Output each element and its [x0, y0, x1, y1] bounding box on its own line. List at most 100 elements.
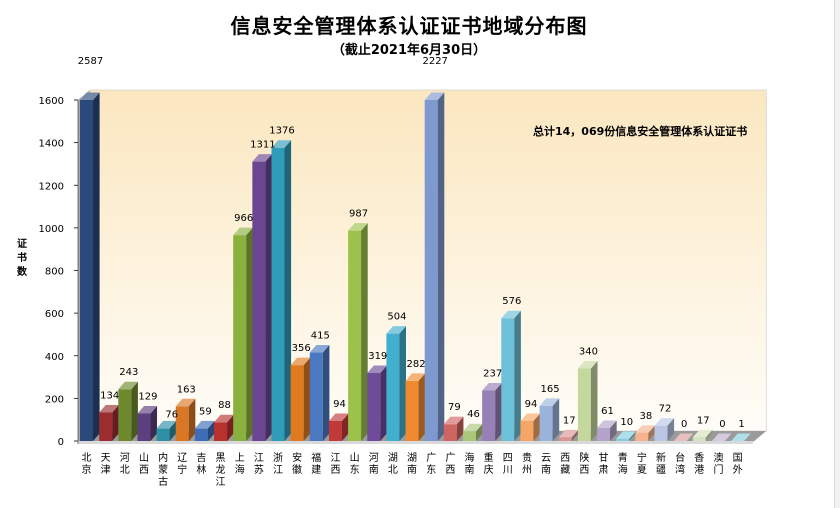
x-label-char: 庆 — [484, 463, 494, 476]
bar-top — [386, 326, 406, 334]
bar-front — [424, 100, 438, 441]
data-label: 17 — [563, 415, 576, 426]
bar-甘肃 — [597, 420, 617, 441]
y-tick-label: 1600 — [39, 96, 64, 107]
bar-top — [558, 429, 579, 438]
x-label-char: 海 — [465, 451, 475, 464]
bar-湖南 — [405, 373, 426, 441]
x-label-char: 京 — [82, 463, 92, 476]
bar-front — [194, 428, 208, 441]
bar-香港 — [692, 429, 713, 441]
bar-front — [271, 147, 285, 442]
data-label: 38 — [639, 411, 652, 422]
bar-广西 — [443, 416, 464, 441]
bar-山西 — [137, 406, 158, 441]
data-label: 415 — [311, 331, 330, 342]
bar-top — [635, 425, 655, 433]
bar-front — [482, 390, 496, 441]
bar-side — [514, 310, 521, 441]
bar-front — [405, 380, 419, 441]
bar-top — [290, 357, 311, 366]
x-label-char: 江 — [330, 452, 340, 464]
x-label-char: 西 — [139, 465, 149, 476]
x-label-char: 山 — [139, 452, 149, 464]
x-label-char: 龙 — [216, 463, 226, 476]
bar-top — [711, 433, 732, 441]
bar-side — [361, 223, 368, 441]
x-label-char: 西 — [579, 465, 589, 476]
x-label-char: 川 — [503, 465, 513, 476]
data-label: 165 — [541, 384, 560, 395]
data-label: 76 — [165, 409, 178, 420]
bar-top — [597, 420, 617, 428]
x-label-char: 西 — [560, 453, 570, 464]
bar-front — [367, 373, 381, 441]
bar-陕西 — [577, 361, 598, 441]
y-tick-label: 1200 — [39, 181, 64, 192]
x-label-char: 广 — [445, 452, 455, 464]
bar-front — [252, 161, 266, 441]
bar-side — [341, 413, 349, 441]
bar-安徽 — [290, 357, 311, 441]
y-tick-label: 800 — [45, 267, 64, 278]
window-edge — [834, 0, 840, 508]
x-label-char: 东 — [350, 463, 360, 476]
bar-浙江 — [271, 140, 292, 442]
data-label: 10 — [620, 417, 633, 428]
bar-front — [463, 431, 476, 441]
y-axis-title-char: 证 — [17, 238, 27, 250]
bar-front — [290, 365, 304, 441]
bar-top — [214, 414, 234, 423]
x-label-char: 吉 — [196, 452, 206, 464]
bar-宁夏 — [635, 425, 655, 441]
x-label-char: 青 — [618, 451, 628, 464]
x-label-char: 广 — [426, 452, 436, 464]
bar-四川 — [501, 310, 521, 441]
x-label-char: 新 — [656, 451, 666, 464]
x-label-char: 建 — [311, 463, 321, 476]
bar-top — [137, 406, 158, 414]
x-label-char: 四 — [503, 453, 513, 464]
bar-front — [597, 427, 611, 441]
x-label-char: 徽 — [292, 463, 302, 476]
data-label: 72 — [659, 404, 672, 415]
data-label: 94 — [525, 399, 538, 410]
bar-河南 — [367, 365, 387, 441]
x-label-char: 海 — [235, 463, 245, 476]
bar-front — [137, 413, 151, 441]
data-label: 504 — [387, 312, 406, 323]
x-label-char: 西 — [445, 465, 455, 476]
bar-北京 — [80, 92, 100, 441]
x-label-char: 海 — [618, 463, 628, 476]
bar-series — [80, 92, 751, 442]
data-label: 243 — [119, 367, 138, 378]
data-label: 61 — [601, 406, 614, 417]
x-label-char: 北 — [388, 464, 398, 476]
bar-山东 — [348, 223, 368, 441]
bar-top — [616, 431, 636, 439]
bar-top — [482, 382, 502, 391]
bar-side — [284, 140, 292, 442]
x-label-char: 上 — [235, 452, 245, 464]
bar-台湾 — [673, 433, 694, 441]
x-label-char: 州 — [522, 464, 532, 476]
bar-天津 — [99, 404, 119, 441]
bar-top — [80, 92, 100, 100]
x-label-char: 国 — [733, 452, 743, 464]
bar-贵州 — [520, 413, 541, 441]
bar-front — [635, 432, 649, 441]
x-label-char: 港 — [694, 464, 704, 476]
bar-side — [380, 365, 387, 441]
x-label-char: 疆 — [656, 464, 666, 476]
bar-青海 — [616, 431, 636, 441]
bar-side — [533, 413, 541, 441]
data-label: 576 — [502, 296, 521, 307]
bar-国外 — [731, 433, 751, 441]
bar-top — [673, 433, 694, 441]
data-label: 2227 — [422, 56, 447, 67]
x-label-char: 山 — [350, 452, 360, 464]
data-label: 966 — [234, 213, 253, 224]
bar-云南 — [539, 398, 560, 441]
data-label: 79 — [448, 402, 461, 413]
